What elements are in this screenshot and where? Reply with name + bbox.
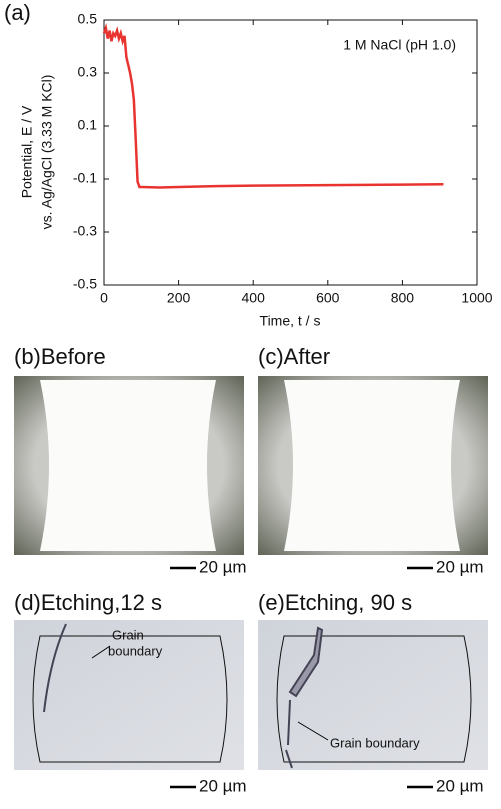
panel-label: (e)Etching, 90 s <box>258 590 412 615</box>
panel-label: (a) <box>4 0 31 25</box>
annotation: 1 M NaCl (pH 1.0) <box>343 37 456 53</box>
plot-frame <box>103 19 478 286</box>
annotation: Grain boundary <box>330 735 420 750</box>
sample <box>40 380 216 551</box>
micrograph <box>14 620 244 770</box>
scale-label: 20 µm <box>199 776 247 795</box>
crack <box>43 623 67 713</box>
outline <box>276 635 472 763</box>
scale-label: 20 µm <box>436 776 484 795</box>
y-axis-label: vs. Ag/AgCl (3.33 M KCl) <box>39 75 55 230</box>
y-tick-label: -0.1 <box>73 170 97 186</box>
annotation: Grain <box>112 627 144 642</box>
x-tick-label: 800 <box>391 290 415 306</box>
x-axis-label: Time, t / s <box>260 313 321 329</box>
line <box>102 23 444 189</box>
x-tick-label: 400 <box>242 290 266 306</box>
x-tick-label: 0 <box>100 290 108 306</box>
panel-label: (c)After <box>258 344 330 369</box>
y-axis-label: Potential, E / V <box>19 105 35 198</box>
y-tick-label: -0.5 <box>73 276 97 292</box>
y-tick-label: 0.3 <box>78 64 98 80</box>
arrow <box>297 721 329 741</box>
annotation: boundary <box>108 643 163 658</box>
sample <box>284 380 460 551</box>
outline <box>32 635 228 763</box>
crack <box>285 626 324 769</box>
scale-label: 20 µm <box>436 557 484 576</box>
y-tick-label: 0.5 <box>78 11 98 27</box>
x-tick-label: 600 <box>316 290 340 306</box>
scale-label: 20 µm <box>199 557 247 576</box>
panel-label: (b)Before <box>14 344 106 369</box>
x-tick-label: 1000 <box>461 290 492 306</box>
panel-label: (d)Etching,12 s <box>14 590 162 615</box>
y-tick-label: 0.1 <box>78 117 98 133</box>
arrow <box>91 645 111 659</box>
y-tick-label: -0.3 <box>73 223 97 239</box>
x-tick-label: 200 <box>167 290 191 306</box>
